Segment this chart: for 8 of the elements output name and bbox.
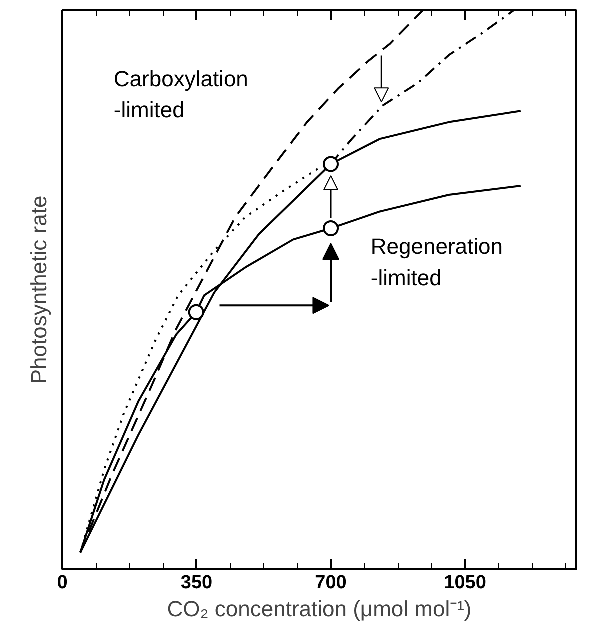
annotation: Regeneration -limited: [370, 234, 504, 290]
x-tick-label: 700: [315, 572, 347, 594]
x-tick-label: 350: [180, 572, 213, 594]
x-tick-label: 0: [57, 572, 68, 594]
x-axis-title: CO₂ concentration (μmol mol⁻¹): [167, 596, 472, 622]
annotation: Carboxylation -limited: [114, 66, 248, 123]
x-tick-label: 1050: [444, 572, 486, 594]
y-axis-title: Photosynthetic rate: [26, 196, 52, 384]
